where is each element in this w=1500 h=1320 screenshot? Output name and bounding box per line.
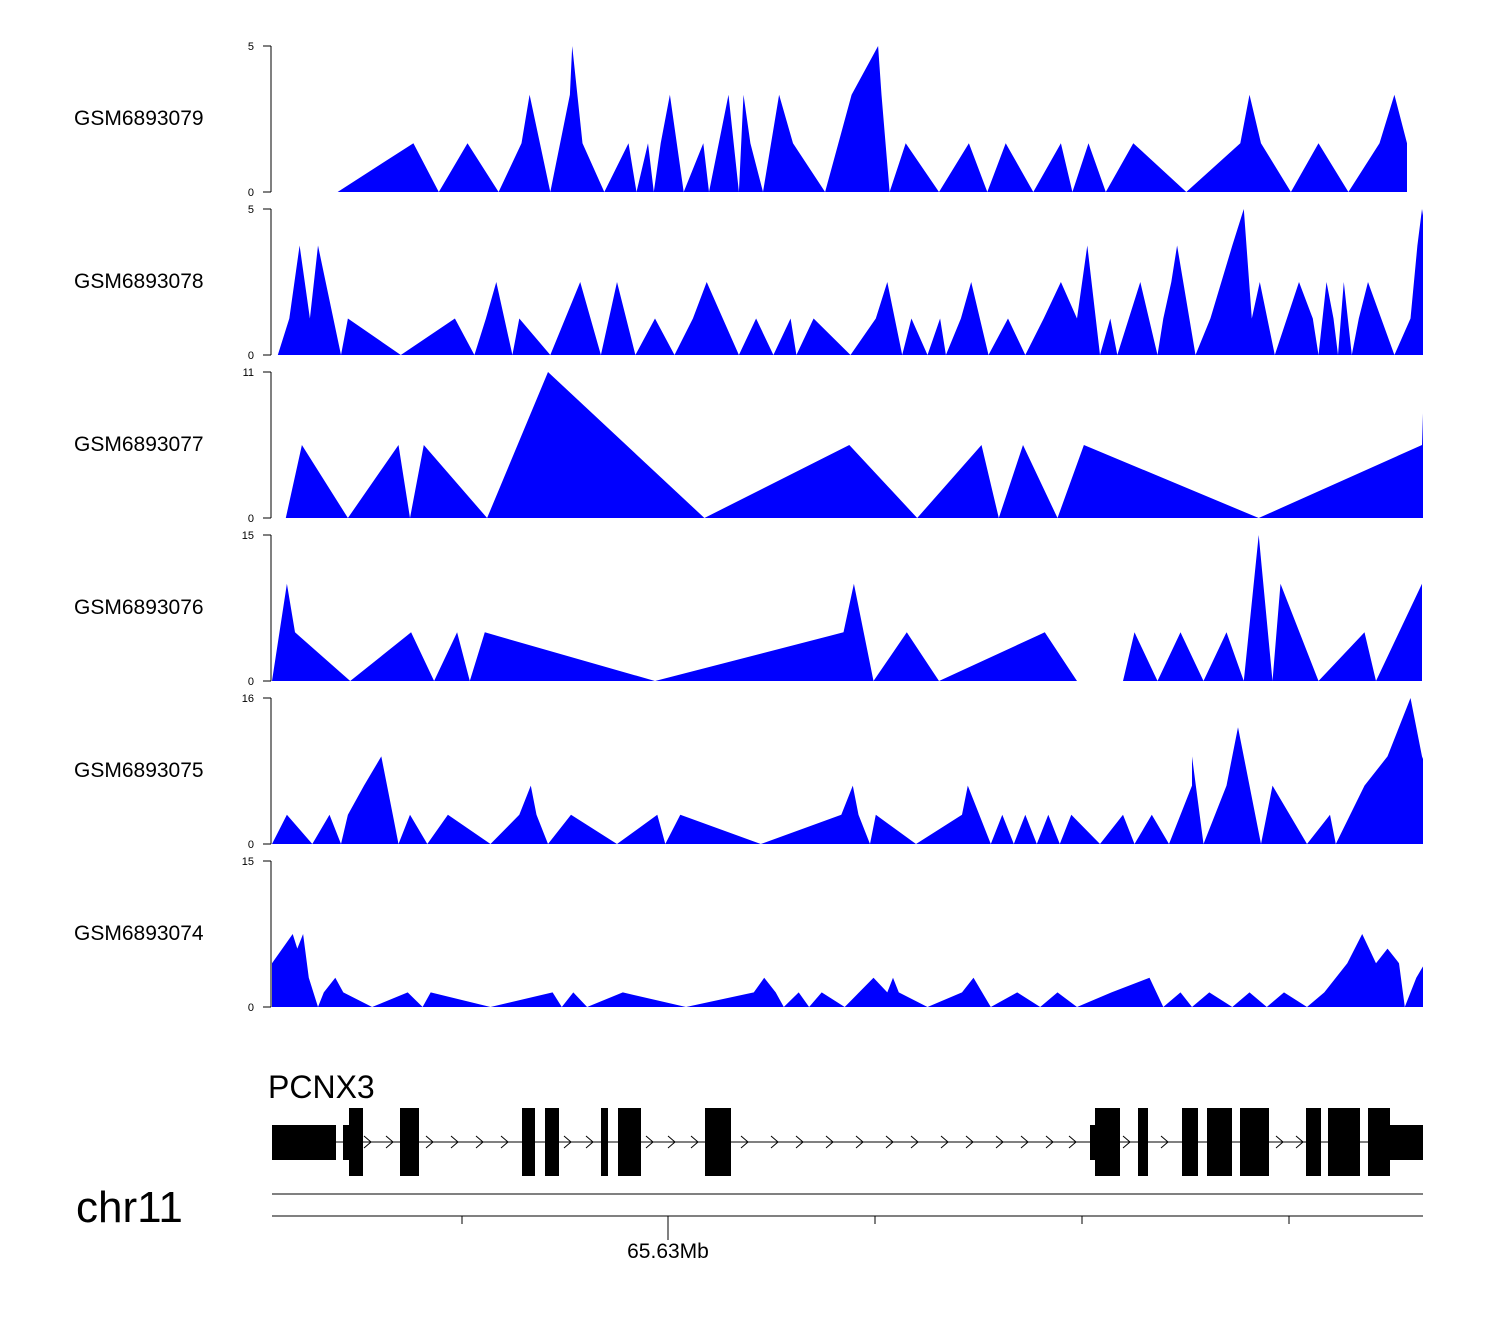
coverage-tracks: GSM689307950GSM689307850GSM6893077110GSM… bbox=[74, 41, 1423, 1014]
track-label: GSM6893077 bbox=[74, 433, 204, 456]
coverage-area bbox=[337, 46, 1408, 192]
gene-exon-block bbox=[400, 1108, 419, 1176]
gene-exon-block bbox=[522, 1108, 535, 1176]
track-label: GSM6893078 bbox=[74, 270, 204, 293]
strand-arrow bbox=[500, 1135, 509, 1149]
y-axis-min-label: 0 bbox=[248, 676, 254, 688]
strand-arrow bbox=[1068, 1135, 1077, 1149]
chromosome-label: chr11 bbox=[76, 1183, 183, 1232]
track-GSM6893074: GSM6893074 15 0 bbox=[74, 856, 1423, 1014]
strand-arrow bbox=[475, 1135, 484, 1149]
gene-name-label: PCNX3 bbox=[268, 1069, 375, 1105]
y-axis-max-label: 11 bbox=[243, 367, 254, 379]
gene-exon-block bbox=[349, 1108, 363, 1176]
strand-arrow bbox=[1020, 1135, 1029, 1149]
strand-arrow bbox=[363, 1135, 372, 1149]
y-axis-min-label: 0 bbox=[248, 187, 254, 199]
coverage-area bbox=[272, 934, 1423, 1007]
strand-arrow bbox=[885, 1135, 894, 1149]
y-axis-max-label: 15 bbox=[242, 530, 254, 542]
gene-track: PCNX3 bbox=[268, 1069, 1423, 1176]
strand-arrow bbox=[825, 1135, 834, 1149]
gene-exon-block bbox=[618, 1108, 641, 1176]
strand-arrow bbox=[585, 1135, 594, 1149]
gene-exon-block bbox=[545, 1108, 559, 1176]
track-GSM6893078: GSM6893078 5 0 bbox=[74, 204, 1423, 362]
axis-tick-label: 65.63Mb bbox=[627, 1240, 709, 1263]
intron-strand-arrows bbox=[363, 1135, 1304, 1149]
strand-arrow bbox=[645, 1135, 654, 1149]
track-label: GSM6893079 bbox=[74, 107, 204, 130]
coverage-area bbox=[277, 209, 1423, 355]
gene-exon-block bbox=[343, 1125, 349, 1160]
y-axis-max-label: 15 bbox=[242, 856, 254, 868]
coverage-area bbox=[272, 698, 1423, 844]
coverage-area bbox=[272, 535, 1422, 681]
strand-arrow bbox=[450, 1135, 459, 1149]
gene-exon-block bbox=[1306, 1108, 1321, 1176]
y-axis-min-label: 0 bbox=[248, 513, 254, 525]
strand-arrow bbox=[910, 1135, 919, 1149]
y-axis-max-label: 5 bbox=[248, 204, 254, 216]
strand-arrow bbox=[740, 1135, 749, 1149]
strand-arrow bbox=[667, 1135, 676, 1149]
strand-arrow bbox=[965, 1135, 974, 1149]
strand-arrow bbox=[385, 1135, 394, 1149]
gene-exon-block bbox=[1240, 1108, 1269, 1176]
gene-exon-block bbox=[1207, 1108, 1232, 1176]
y-axis-min-label: 0 bbox=[248, 1002, 254, 1014]
strand-arrow bbox=[795, 1135, 804, 1149]
y-axis-min-label: 0 bbox=[248, 839, 254, 851]
y-axis-min-label: 0 bbox=[248, 350, 254, 362]
gene-exon-block bbox=[705, 1108, 731, 1176]
strand-arrow bbox=[1122, 1135, 1131, 1149]
gene-exon-block bbox=[272, 1125, 336, 1160]
gene-exon-block bbox=[1368, 1108, 1390, 1176]
strand-arrow bbox=[1275, 1135, 1284, 1149]
strand-arrow bbox=[855, 1135, 864, 1149]
strand-arrow bbox=[563, 1135, 572, 1149]
strand-arrow bbox=[1160, 1135, 1169, 1149]
gene-exon-block bbox=[1390, 1125, 1423, 1160]
y-axis-max-label: 5 bbox=[248, 41, 254, 53]
track-label: GSM6893075 bbox=[74, 759, 204, 782]
strand-arrow bbox=[770, 1135, 779, 1149]
strand-arrow bbox=[1295, 1135, 1304, 1149]
gene-exon-block bbox=[1182, 1108, 1198, 1176]
gene-exon-block bbox=[601, 1108, 608, 1176]
track-GSM6893079: GSM6893079 5 0 bbox=[74, 41, 1408, 199]
gene-exon-block bbox=[1328, 1108, 1360, 1176]
strand-arrow bbox=[995, 1135, 1004, 1149]
gene-exon-block bbox=[1095, 1108, 1120, 1176]
gene-exons bbox=[272, 1108, 1423, 1176]
track-label: GSM6893074 bbox=[74, 922, 204, 945]
track-GSM6893076: GSM6893076 15 0 bbox=[74, 530, 1422, 688]
strand-arrow bbox=[690, 1135, 699, 1149]
track-GSM6893077: GSM6893077 11 0 bbox=[74, 367, 1423, 525]
y-axis-max-label: 16 bbox=[242, 693, 254, 705]
genome-axis: chr11 65.63Mb bbox=[76, 1183, 1423, 1263]
track-GSM6893075: GSM6893075 16 0 bbox=[74, 693, 1423, 851]
track-label: GSM6893076 bbox=[74, 596, 204, 619]
gene-exon-block bbox=[1090, 1125, 1095, 1160]
coverage-area bbox=[285, 372, 1423, 518]
strand-arrow bbox=[425, 1135, 434, 1149]
strand-arrow bbox=[1045, 1135, 1054, 1149]
strand-arrow bbox=[940, 1135, 949, 1149]
gene-exon-block bbox=[1138, 1108, 1148, 1176]
